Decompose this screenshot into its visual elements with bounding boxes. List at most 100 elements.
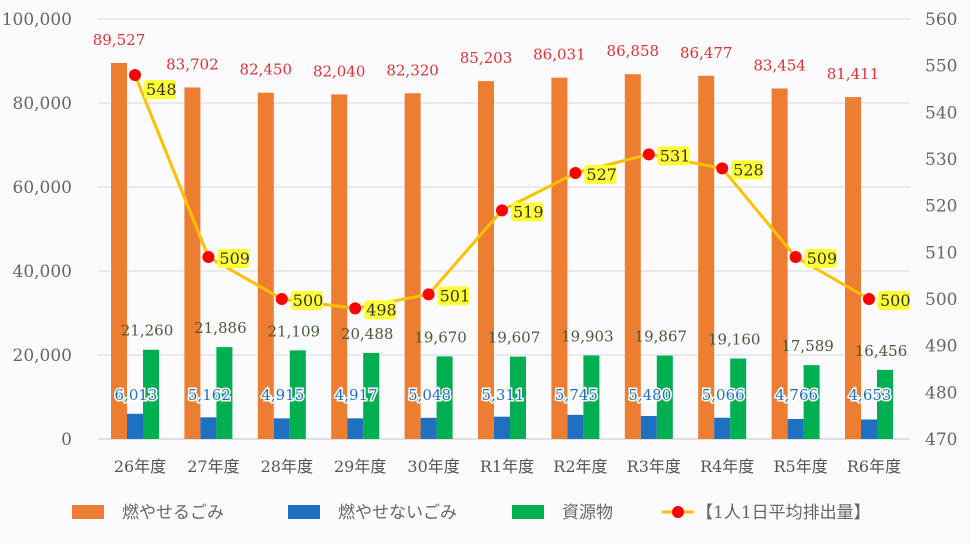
data-label-non-burnable: 4,917 <box>335 386 378 404</box>
left-tick-label: 0 <box>61 430 72 450</box>
legend-label: 【1人1日平均排出量】 <box>696 503 871 523</box>
bar-non-burnable <box>567 414 584 439</box>
data-label-recyclable: 19,607 <box>488 329 541 347</box>
left-tick-label: 80,000 <box>13 94 72 114</box>
line-label-bg <box>290 291 323 310</box>
data-label-burnable: 81,411 <box>827 65 880 83</box>
bar-burnable <box>698 75 715 439</box>
left-tick-label: 100,000 <box>2 10 72 30</box>
data-label-recyclable: 20,488 <box>341 325 394 343</box>
bar-burnable <box>478 81 494 439</box>
legend-swatch <box>288 505 320 519</box>
legend-label: 燃やせないごみ <box>338 503 457 523</box>
bar-burnable <box>845 97 861 440</box>
line-marker <box>422 288 435 301</box>
data-label-recyclable: 19,903 <box>561 327 614 345</box>
x-tick-label: R6年度 <box>847 457 901 476</box>
bar-non-burnable <box>787 418 804 439</box>
left-tick-label: 40,000 <box>13 262 72 282</box>
data-label-non-burnable: 5,745 <box>555 386 598 404</box>
bar-non-burnable <box>127 413 143 439</box>
data-label-per-capita: 501 <box>440 286 471 305</box>
line-label-bg <box>511 202 543 222</box>
data-label-recyclable: 21,109 <box>268 322 321 340</box>
bar-recyclable <box>363 352 380 439</box>
line-per-capita <box>133 74 870 310</box>
data-label-burnable: 85,203 <box>460 49 513 67</box>
data-label-non-burnable: 5,311 <box>482 386 525 404</box>
line-label-bg <box>364 300 397 320</box>
bar-non-burnable <box>273 418 290 439</box>
x-tick-label: R5年度 <box>773 457 827 476</box>
bar-non-burnable <box>200 417 217 439</box>
right-tick-label: 490 <box>925 337 957 357</box>
legend-marker <box>672 506 684 518</box>
data-label-non-burnable: 5,066 <box>702 386 745 404</box>
x-tick-label: 26年度 <box>114 457 166 476</box>
bar-burnable <box>404 93 421 440</box>
right-tick-label: 550 <box>925 57 957 77</box>
data-label-burnable: 89,527 <box>93 31 146 49</box>
data-label-burnable: 86,477 <box>680 44 733 62</box>
bar-burnable <box>331 94 348 439</box>
legend-label: 燃やせるごみ <box>122 503 224 523</box>
data-label-non-burnable: 6,013 <box>115 386 158 404</box>
bar-non-burnable <box>347 418 364 439</box>
line-label-bg <box>584 165 617 184</box>
data-label-per-capita: 500 <box>880 291 911 310</box>
data-label-recyclable: 17,589 <box>781 337 834 355</box>
data-label-recyclable: 19,160 <box>708 331 761 349</box>
data-label-non-burnable: 4,915 <box>261 386 304 404</box>
data-label-recyclable: 19,867 <box>635 328 688 346</box>
bar-burnable <box>551 77 568 439</box>
line-label-bg <box>657 146 690 166</box>
x-tick-label: 27年度 <box>187 457 239 476</box>
x-tick-label: 29年度 <box>334 457 386 476</box>
data-label-per-capita: 527 <box>586 165 617 184</box>
x-tick-label: 30年度 <box>407 457 459 476</box>
line-marker <box>202 251 215 263</box>
right-tick-label: 560 <box>925 10 957 30</box>
data-label-per-capita: 498 <box>366 300 397 319</box>
bar-burnable <box>111 62 127 439</box>
bar-non-burnable <box>494 416 510 439</box>
bar-recyclable <box>510 356 526 439</box>
data-label-non-burnable: 5,480 <box>628 386 671 404</box>
bar-non-burnable <box>714 417 731 439</box>
legend-swatch <box>72 505 104 519</box>
bar-non-burnable <box>861 419 877 439</box>
right-tick-label: 530 <box>925 150 957 170</box>
data-label-non-burnable: 5,048 <box>408 386 451 404</box>
bar-non-burnable <box>640 415 657 439</box>
line-marker <box>496 204 508 217</box>
data-label-per-capita: 500 <box>293 291 324 310</box>
line-marker <box>716 162 729 175</box>
data-label-per-capita: 519 <box>513 202 544 221</box>
line-marker <box>275 293 288 305</box>
x-tick-label: R4年度 <box>700 457 754 476</box>
line-label-bg <box>217 249 250 268</box>
bar-recyclable <box>583 355 600 439</box>
line-label-bg <box>144 80 176 99</box>
line-label-bg <box>804 249 837 268</box>
right-tick-label: 510 <box>925 243 957 263</box>
line-marker <box>642 148 655 161</box>
bar-recyclable <box>730 358 747 439</box>
line-marker <box>569 167 582 179</box>
right-tick-label: 480 <box>925 383 957 403</box>
bar-recyclable <box>656 355 673 439</box>
data-label-per-capita: 509 <box>219 249 250 268</box>
line-marker <box>863 293 875 305</box>
right-tick-label: 500 <box>925 290 957 310</box>
data-label-burnable: 83,702 <box>166 55 219 73</box>
data-label-burnable: 83,454 <box>753 56 806 74</box>
bar-recyclable <box>436 356 453 439</box>
data-label-per-capita: 548 <box>146 80 177 99</box>
x-tick-label: R3年度 <box>627 457 681 476</box>
legend-swatch <box>512 505 544 519</box>
left-tick-label: 60,000 <box>13 178 72 198</box>
bar-burnable <box>257 92 274 440</box>
line-marker <box>789 251 802 263</box>
data-label-non-burnable: 4,766 <box>775 386 818 404</box>
